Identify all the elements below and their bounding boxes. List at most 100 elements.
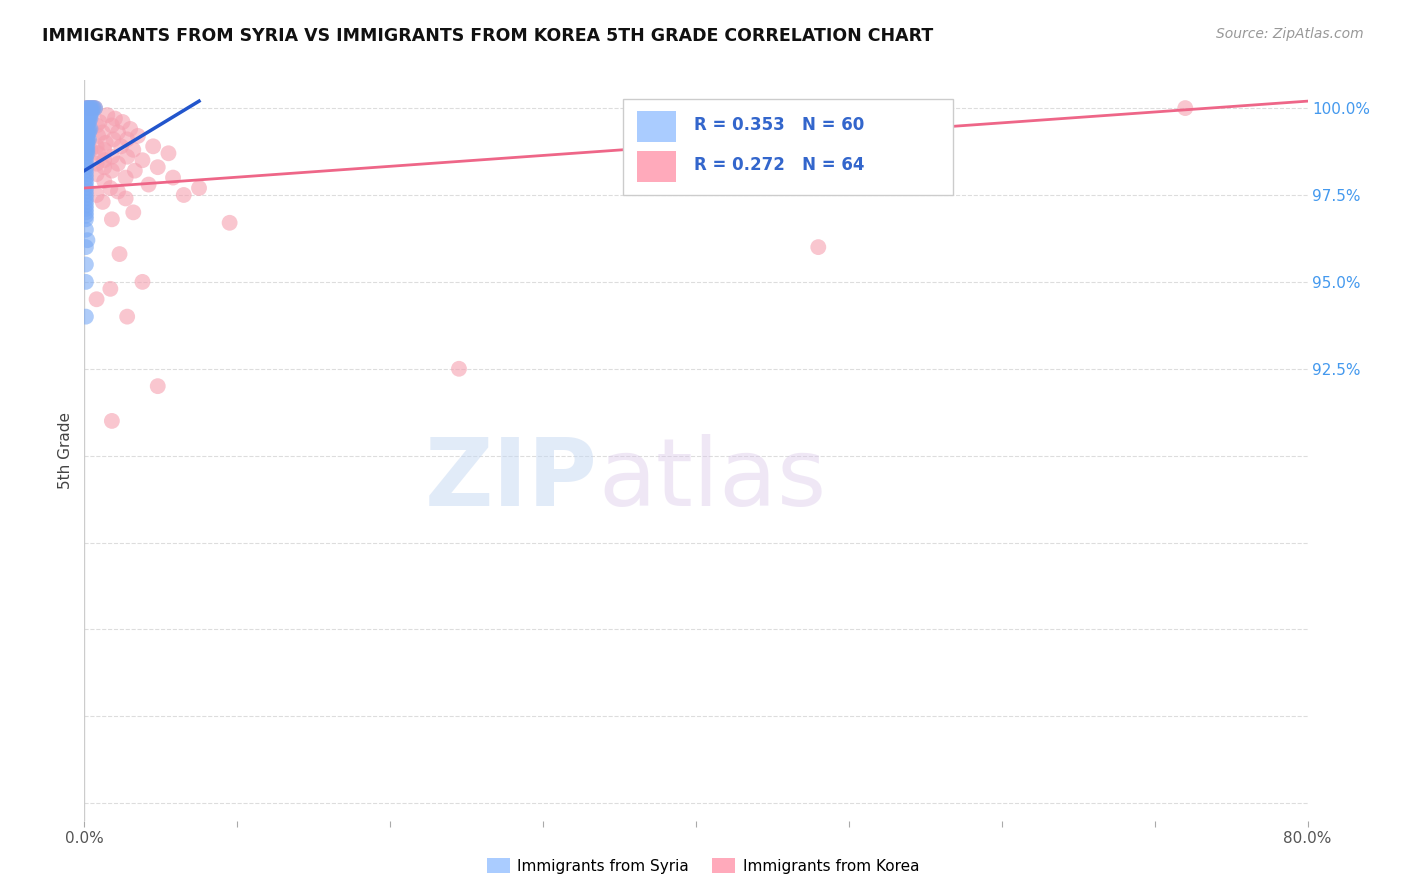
- Point: [77, 101, 100, 115]
- Point: [77, 122, 100, 136]
- Point: [75, 101, 97, 115]
- Point: [75, 212, 97, 227]
- Point: [87, 128, 110, 143]
- Point: [122, 205, 145, 219]
- Point: [75, 205, 97, 219]
- Point: [75, 122, 97, 136]
- Point: [146, 160, 169, 174]
- Point: [86, 119, 108, 133]
- Point: [75, 150, 97, 164]
- Point: [83, 101, 105, 115]
- Point: [120, 122, 142, 136]
- Point: [111, 115, 134, 129]
- Point: [91, 194, 114, 209]
- Point: [79, 143, 101, 157]
- Point: [75, 136, 97, 150]
- Point: [84, 101, 107, 115]
- Point: [76, 143, 98, 157]
- Point: [75, 139, 97, 153]
- Point: [75, 223, 97, 237]
- Point: [75, 194, 97, 209]
- Point: [75, 202, 97, 216]
- Point: [75, 185, 97, 199]
- Point: [98, 181, 121, 195]
- Point: [84, 101, 107, 115]
- Point: [86, 188, 108, 202]
- Point: [447, 361, 470, 376]
- Text: R = 0.353   N = 60: R = 0.353 N = 60: [693, 117, 863, 135]
- Point: [807, 240, 830, 254]
- Point: [101, 414, 124, 428]
- Point: [80, 101, 103, 115]
- Point: [83, 101, 105, 115]
- Text: atlas: atlas: [598, 434, 827, 526]
- Point: [86, 292, 108, 306]
- Point: [103, 132, 125, 146]
- Point: [86, 139, 108, 153]
- Point: [75, 181, 97, 195]
- Point: [188, 181, 211, 195]
- Point: [76, 101, 98, 115]
- Point: [75, 240, 97, 254]
- Point: [91, 125, 114, 139]
- Point: [75, 191, 97, 205]
- Point: [75, 143, 97, 157]
- Point: [115, 310, 138, 324]
- Point: [131, 275, 153, 289]
- Point: [86, 157, 108, 171]
- FancyBboxPatch shape: [623, 99, 953, 195]
- Point: [75, 119, 97, 133]
- Text: Source: ZipAtlas.com: Source: ZipAtlas.com: [1216, 27, 1364, 41]
- Point: [146, 379, 169, 393]
- Point: [122, 143, 145, 157]
- Point: [75, 174, 97, 188]
- Text: IMMIGRANTS FROM SYRIA VS IMMIGRANTS FROM KOREA 5TH GRADE CORRELATION CHART: IMMIGRANTS FROM SYRIA VS IMMIGRANTS FROM…: [42, 27, 934, 45]
- Point: [75, 125, 97, 139]
- FancyBboxPatch shape: [637, 151, 676, 182]
- Point: [93, 160, 115, 174]
- Point: [101, 163, 124, 178]
- Point: [76, 128, 98, 143]
- Point: [101, 212, 124, 227]
- Point: [75, 112, 97, 126]
- Point: [142, 139, 165, 153]
- Point: [138, 178, 160, 192]
- Point: [80, 104, 103, 119]
- Point: [76, 139, 98, 153]
- Point: [75, 310, 97, 324]
- FancyBboxPatch shape: [637, 111, 676, 142]
- Point: [94, 136, 117, 150]
- Point: [76, 136, 98, 150]
- Point: [93, 153, 115, 168]
- Point: [108, 247, 131, 261]
- Point: [127, 128, 149, 143]
- Legend: Immigrants from Syria, Immigrants from Korea: Immigrants from Syria, Immigrants from K…: [481, 852, 925, 880]
- Point: [162, 170, 184, 185]
- Point: [76, 132, 98, 146]
- Point: [107, 125, 129, 139]
- Point: [104, 112, 127, 126]
- Point: [76, 108, 98, 122]
- Point: [114, 191, 136, 205]
- Point: [101, 150, 124, 164]
- Point: [101, 119, 124, 133]
- Point: [77, 112, 100, 126]
- Point: [75, 128, 97, 143]
- Point: [75, 188, 97, 202]
- Point: [124, 163, 146, 178]
- Point: [76, 115, 98, 129]
- Text: R = 0.272   N = 64: R = 0.272 N = 64: [693, 156, 865, 175]
- Point: [77, 125, 100, 139]
- Point: [131, 153, 153, 168]
- Point: [75, 160, 97, 174]
- Point: [98, 282, 121, 296]
- Point: [76, 146, 98, 161]
- Point: [75, 157, 97, 171]
- Point: [87, 146, 110, 161]
- Point: [75, 258, 97, 272]
- Point: [79, 108, 101, 122]
- Point: [93, 143, 115, 157]
- Point: [79, 101, 101, 115]
- Point: [75, 275, 97, 289]
- Point: [115, 150, 138, 164]
